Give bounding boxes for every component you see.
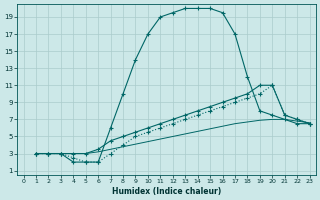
X-axis label: Humidex (Indice chaleur): Humidex (Indice chaleur) — [112, 187, 221, 196]
